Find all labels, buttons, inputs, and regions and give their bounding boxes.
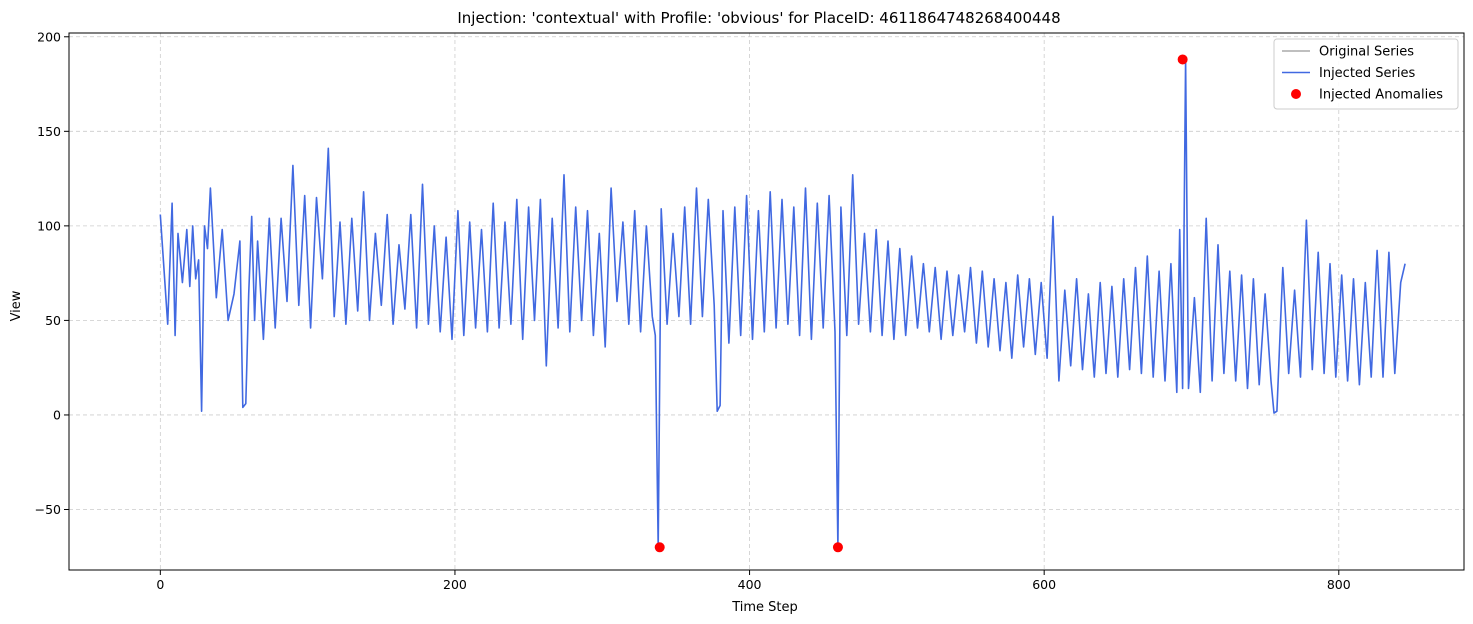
plot-area [159, 54, 1406, 553]
anomaly-point [832, 542, 843, 553]
y-tick-label: 0 [53, 407, 61, 422]
anomaly-point [1177, 54, 1188, 65]
x-tick-label: 200 [443, 577, 467, 592]
grid [69, 33, 1464, 570]
y-tick-label: 200 [37, 29, 61, 44]
x-axis-label: Time Step [731, 600, 798, 615]
x-tick-label: 400 [738, 577, 762, 592]
y-tick-label: −50 [35, 502, 61, 517]
legend-box [1273, 38, 1459, 110]
x-tick-label: 600 [1032, 577, 1056, 592]
x-tick-label: 800 [1327, 577, 1351, 592]
y-axis-label: View [9, 290, 24, 321]
y-tick-label: 100 [37, 218, 61, 233]
anomaly-point [654, 542, 665, 553]
chart-title: Injection: 'contextual' with Profile: 'o… [457, 9, 1060, 27]
x-axis: 0 200 400 600 800 [156, 570, 1351, 592]
series-layer [159, 54, 1406, 553]
y-axis: −50 0 50 100 150 200 [35, 29, 69, 517]
legend-label-injected-anomalies: Injected Anomalies [1319, 88, 1443, 103]
legend-label-original-series: Original Series [1319, 45, 1414, 60]
y-tick-label: 50 [45, 313, 61, 328]
x-tick-label: 0 [156, 577, 164, 592]
legend-label-injected-series: Injected Series [1319, 66, 1416, 81]
legend: Original Series Injected Series Injected A… [1273, 38, 1459, 110]
legend-swatch-injected-anomalies [1291, 89, 1301, 99]
plot-frame [68, 32, 1465, 571]
injected-series-line [159, 58, 1406, 549]
y-tick-label: 150 [37, 124, 61, 139]
